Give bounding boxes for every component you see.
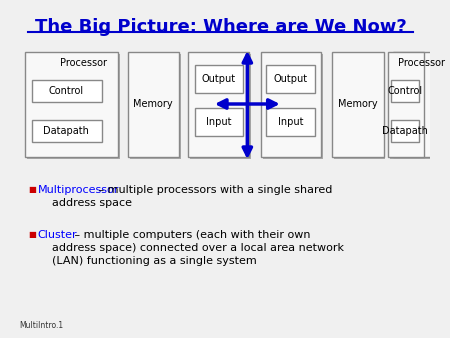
Text: (LAN) functioning as a single system: (LAN) functioning as a single system bbox=[37, 256, 256, 266]
FancyBboxPatch shape bbox=[334, 54, 386, 159]
Text: Multiprocessor: Multiprocessor bbox=[37, 185, 119, 195]
Text: Memory: Memory bbox=[133, 99, 173, 109]
FancyBboxPatch shape bbox=[195, 65, 243, 93]
FancyBboxPatch shape bbox=[34, 122, 104, 144]
FancyBboxPatch shape bbox=[130, 54, 181, 159]
FancyBboxPatch shape bbox=[27, 54, 120, 159]
Text: address space) connected over a local area network: address space) connected over a local ar… bbox=[37, 243, 343, 253]
FancyBboxPatch shape bbox=[32, 120, 102, 142]
Text: ■: ■ bbox=[28, 230, 36, 239]
Text: address space: address space bbox=[37, 198, 131, 208]
Text: Processor: Processor bbox=[397, 58, 445, 68]
FancyBboxPatch shape bbox=[197, 110, 245, 138]
FancyBboxPatch shape bbox=[388, 52, 423, 157]
FancyBboxPatch shape bbox=[268, 110, 317, 138]
FancyBboxPatch shape bbox=[390, 54, 425, 159]
Text: – multiple processors with a single shared: – multiple processors with a single shar… bbox=[95, 185, 333, 195]
FancyBboxPatch shape bbox=[26, 52, 118, 157]
Text: Control: Control bbox=[387, 86, 423, 96]
FancyBboxPatch shape bbox=[190, 54, 251, 159]
FancyBboxPatch shape bbox=[333, 52, 383, 157]
Text: Cluster: Cluster bbox=[37, 230, 77, 240]
FancyBboxPatch shape bbox=[128, 52, 179, 157]
Text: Datapath: Datapath bbox=[44, 126, 89, 136]
Text: Processor: Processor bbox=[60, 58, 107, 68]
Text: Control: Control bbox=[49, 86, 84, 96]
Text: Output: Output bbox=[274, 74, 308, 84]
FancyBboxPatch shape bbox=[268, 67, 317, 95]
FancyBboxPatch shape bbox=[188, 52, 249, 157]
FancyBboxPatch shape bbox=[195, 108, 243, 136]
FancyBboxPatch shape bbox=[395, 54, 450, 159]
Text: – multiple computers (each with their own: – multiple computers (each with their ow… bbox=[71, 230, 310, 240]
Text: Datapath: Datapath bbox=[382, 126, 428, 136]
FancyBboxPatch shape bbox=[263, 54, 323, 159]
Text: MultiIntro.1: MultiIntro.1 bbox=[19, 321, 63, 330]
FancyBboxPatch shape bbox=[197, 67, 245, 95]
Text: Output: Output bbox=[202, 74, 236, 84]
Text: Input: Input bbox=[278, 117, 303, 127]
FancyBboxPatch shape bbox=[393, 82, 421, 104]
FancyBboxPatch shape bbox=[391, 120, 419, 142]
FancyBboxPatch shape bbox=[34, 82, 104, 104]
Text: The Big Picture: Where are We Now?: The Big Picture: Where are We Now? bbox=[35, 18, 407, 36]
Text: Input: Input bbox=[206, 117, 232, 127]
Text: ■: ■ bbox=[28, 185, 36, 194]
FancyBboxPatch shape bbox=[32, 80, 102, 102]
FancyBboxPatch shape bbox=[266, 108, 315, 136]
FancyBboxPatch shape bbox=[393, 52, 450, 157]
Text: Memory: Memory bbox=[338, 99, 378, 109]
FancyBboxPatch shape bbox=[266, 65, 315, 93]
FancyBboxPatch shape bbox=[393, 122, 421, 144]
FancyBboxPatch shape bbox=[391, 80, 419, 102]
FancyBboxPatch shape bbox=[261, 52, 321, 157]
